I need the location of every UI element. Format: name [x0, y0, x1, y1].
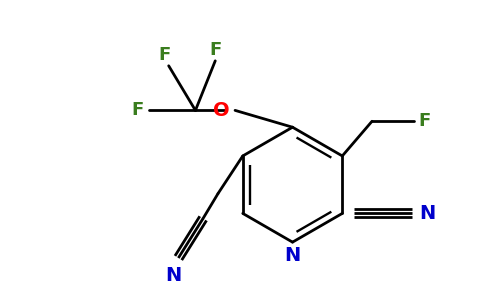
Text: N: N [420, 204, 436, 223]
Text: F: F [132, 101, 144, 119]
Text: O: O [213, 101, 230, 120]
Text: N: N [285, 246, 301, 265]
Text: F: F [159, 46, 171, 64]
Text: F: F [209, 41, 221, 59]
Text: N: N [166, 266, 182, 285]
Text: F: F [419, 112, 431, 130]
